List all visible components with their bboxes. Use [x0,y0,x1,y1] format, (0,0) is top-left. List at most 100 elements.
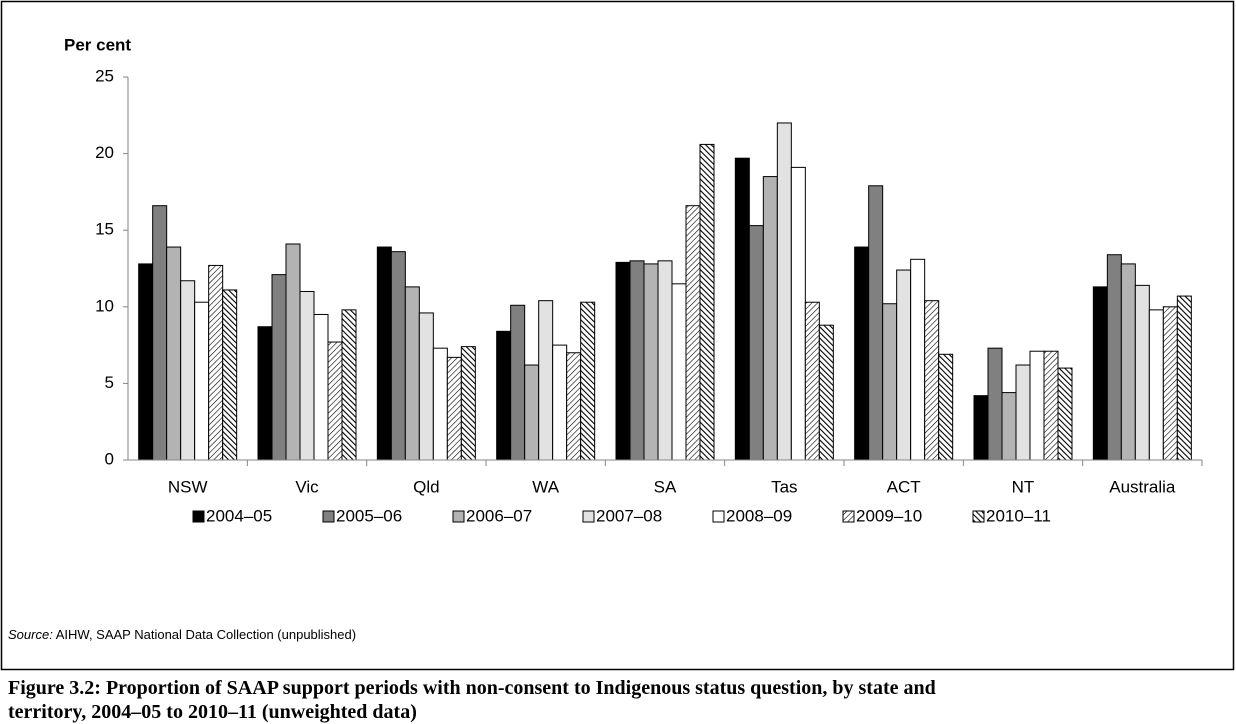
y-tick-label: 20 [95,143,114,162]
bar [299,290,315,461]
bar [552,344,568,461]
bar [390,251,406,461]
bar [1043,350,1059,461]
frame [0,0,1235,671]
bar [1162,306,1178,461]
bar [818,324,834,461]
legend-label: 2005–06 [336,506,402,525]
bar [285,243,301,461]
legend-label: 2006–07 [466,506,532,525]
bar [615,261,631,461]
bar [460,346,476,461]
bar [854,246,870,461]
bar [1029,350,1045,461]
x-tick-label: Tas [771,477,797,496]
legend-label: 2008–09 [726,506,792,525]
x-tick-label: Australia [1109,477,1176,496]
bar [987,347,1003,461]
x-tick-label: SA [654,477,677,496]
bar [446,356,462,461]
bar [496,330,512,461]
bar [524,364,540,461]
x-tick-label: Vic [295,477,319,496]
bar [194,301,210,461]
bar [538,300,554,461]
legend-swatch [192,510,205,523]
bar [762,176,778,461]
y-tick-label: 10 [95,296,114,315]
source-label: Source: [8,627,53,642]
caption: Figure 3.2: Proportion of SAAP support p… [8,677,936,723]
source-text: AIHW, SAAP National Data Collection (unp… [56,627,356,642]
bar [643,263,659,461]
x-tick-label: Qld [413,477,439,496]
bar [510,304,526,461]
bar [671,283,687,461]
legend-label: 2004–05 [206,506,272,525]
bar [418,312,434,461]
bar [776,122,792,461]
y-tick-label: 0 [105,449,114,468]
bar [804,301,820,461]
bar [910,258,926,461]
bar [1001,392,1017,461]
x-tick-label: WA [532,477,559,496]
bar [1015,364,1031,461]
bar [748,225,764,461]
bar [222,289,238,461]
bar [580,301,596,461]
x-tick-label: NT [1012,477,1035,496]
source: Source: AIHW, SAAP National Data Collect… [8,627,356,642]
bar [341,309,357,461]
bar [208,264,224,461]
bar [566,352,582,461]
bar [1176,295,1192,461]
y-tick-label: 5 [105,373,114,392]
bar [734,157,750,461]
bar [685,205,701,461]
bar [868,185,884,461]
legend-label: 2007–08 [596,506,662,525]
bar [166,246,182,461]
y-axis-label: Per cent [64,35,131,54]
bar [973,395,989,461]
legend-swatch [582,510,595,523]
legend-swatch [842,510,855,523]
legend-swatch [322,510,335,523]
y-tick-label: 15 [95,220,114,239]
bar [896,269,912,461]
bar [657,260,673,461]
x-tick-label: ACT [887,477,921,496]
x-tick-label: NSW [168,477,208,496]
bar [376,246,392,461]
bar [1106,254,1122,461]
bar [257,326,273,461]
legend-swatch [452,510,465,523]
legend-label: 2009–10 [856,506,922,525]
y-tick-label: 25 [95,66,114,85]
legend-label: 2010–11 [986,506,1051,525]
bar [1134,284,1150,461]
bar [1148,309,1164,461]
bar [1120,263,1136,461]
bar [938,353,954,461]
bar [180,280,196,461]
bar [138,263,154,461]
bar [629,260,645,461]
bar [1057,367,1073,461]
bar [327,341,343,461]
chart: Per cent Source: AIHW, SAAP National Dat… [0,0,1235,671]
bar [404,286,420,461]
bar [432,347,448,461]
bar [924,300,940,461]
legend-swatch [972,510,985,523]
bar [1092,286,1108,461]
bar [699,143,715,461]
bar [790,166,806,461]
bar [271,274,287,461]
bar [313,313,329,461]
bar [152,205,168,461]
legend-swatch [712,510,725,523]
bar [882,303,898,461]
